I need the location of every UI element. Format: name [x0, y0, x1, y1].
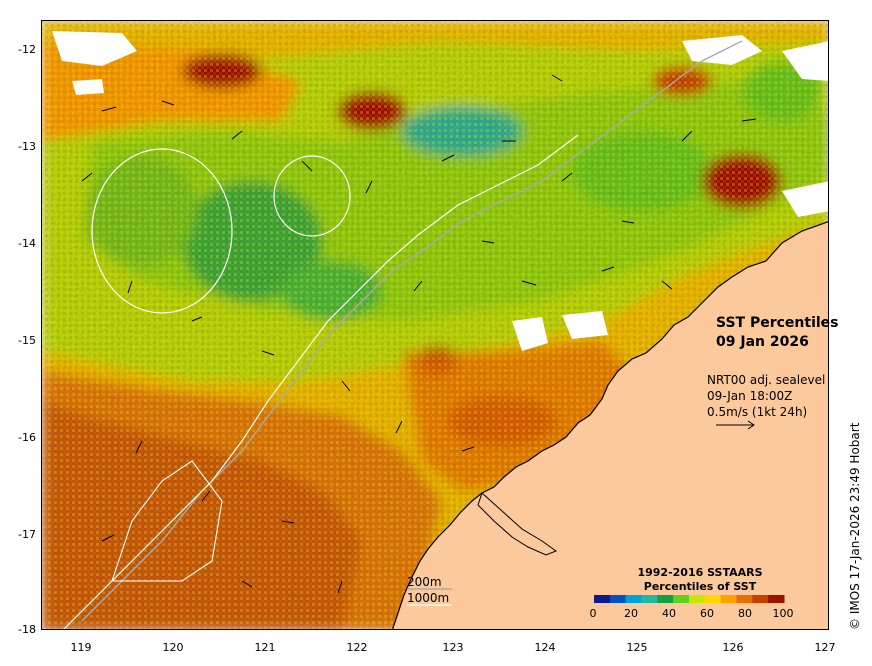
no-data-patches — [52, 31, 828, 351]
depth-200m-label: 200m — [407, 575, 442, 589]
colorbar-swatch — [704, 595, 722, 603]
x-tick-label: 123 — [442, 641, 464, 654]
x-tick-label: 121 — [254, 641, 276, 654]
eddy-contour-a — [91, 148, 233, 314]
y-tick-label: -18 — [18, 623, 36, 636]
colorbar-tick-label: 60 — [700, 607, 714, 620]
coast-inlet — [477, 492, 558, 556]
legend-title-line2: Percentiles of SST — [643, 580, 757, 593]
y-tick-label: -13 — [18, 140, 36, 153]
colorbar — [594, 595, 785, 603]
colorbar-tick-label: 80 — [738, 607, 752, 620]
colorbar-swatch — [657, 595, 674, 603]
colorbar-tick-label: 20 — [624, 607, 638, 620]
eddy-contour-b — [273, 155, 351, 237]
y-tick-label: -15 — [18, 334, 36, 347]
map-title-line1: SST Percentiles — [716, 315, 839, 331]
colorbar-swatch — [641, 595, 658, 603]
x-tick-label: 119 — [70, 641, 92, 654]
depth-legend: 200m 1000m — [407, 574, 449, 606]
legend-title: 1992-2016 SSTAARS Percentiles of SST — [600, 566, 800, 594]
scale-arrow — [716, 420, 755, 430]
sst-map-canvas — [42, 21, 828, 629]
x-tick-label: 122 — [346, 641, 368, 654]
credit-text: © IMOS 17-Jan-2026 23:49 Hobart — [848, 422, 862, 630]
colorbar-swatch — [689, 595, 706, 603]
y-tick-label: -12 — [18, 43, 36, 56]
depth-1000m-label: 1000m — [407, 591, 450, 605]
x-tick-label: 125 — [626, 641, 648, 654]
colorbar-tick-label: 0 — [589, 607, 597, 620]
colorbar-swatch — [673, 595, 690, 603]
current-info-scale: 0.5m/s (1kt 24h) — [707, 405, 808, 419]
y-tick-label: -17 — [18, 528, 36, 541]
current-info-source: NRT00 adj. sealevel — [707, 373, 826, 387]
colorbar-tick-label: 40 — [662, 607, 676, 620]
x-tick-label: 124 — [534, 641, 556, 654]
current-info-time: 09-Jan 18:00Z — [707, 389, 793, 403]
x-tick-label: 127 — [814, 641, 836, 654]
map-title: SST Percentiles 09 Jan 2026 — [716, 314, 839, 352]
legend-title-line1: 1992-2016 SSTAARS — [637, 566, 763, 579]
sst-map[interactable] — [41, 20, 829, 630]
map-title-date: 09 Jan 2026 — [716, 334, 809, 350]
colorbar-swatch — [594, 595, 611, 603]
current-arrows — [81, 74, 757, 594]
colorbar-swatch — [736, 595, 753, 603]
colorbar-swatch — [768, 595, 785, 603]
colorbar-swatch — [752, 595, 769, 603]
y-tick-label: -14 — [18, 237, 36, 250]
contour-sw — [111, 460, 223, 582]
colorbar-swatch — [720, 595, 737, 603]
x-tick-label: 120 — [162, 641, 184, 654]
current-info: NRT00 adj. sealevel 09-Jan 18:00Z 0.5m/s… — [707, 372, 825, 420]
colorbar-swatch — [609, 595, 627, 603]
x-tick-label: 126 — [722, 641, 744, 654]
y-tick-label: -16 — [18, 431, 36, 444]
colorbar-swatch — [625, 595, 642, 603]
contour-1000m — [63, 134, 579, 629]
colorbar-tick-label: 100 — [772, 607, 794, 620]
